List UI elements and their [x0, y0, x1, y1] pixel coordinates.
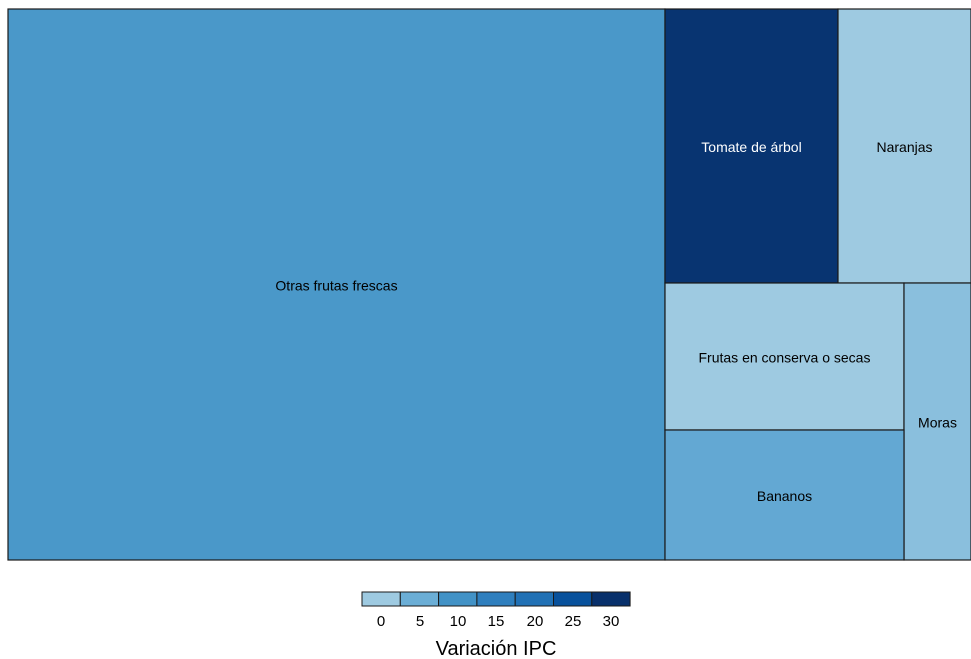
tile-moras: Moras — [903, 282, 971, 561]
tile-rect-otras-frutas-frescas — [7, 8, 666, 561]
tile-tomate-de-arbol: Tomate de árbol — [664, 8, 839, 284]
tile-rect-frutas-en-conserva-o-secas — [664, 282, 905, 431]
legend-bin — [438, 591, 478, 607]
legend-bin — [514, 591, 555, 607]
tile-label-frutas-en-conserva-o-secas: Frutas en conserva o secas — [699, 350, 871, 366]
treemap-tiles: Otras frutas frescas Tomate de árbol Naran… — [7, 8, 971, 561]
legend-bin — [476, 591, 516, 607]
legend-bin — [591, 591, 631, 607]
legend-tick-label: 10 — [450, 613, 467, 630]
legend-bin — [399, 591, 440, 607]
legend-bin — [553, 591, 593, 607]
tile-otras-frutas-frescas: Otras frutas frescas — [7, 8, 666, 561]
legend-title: Variación IPC — [436, 638, 557, 659]
tile-label-moras: Moras — [918, 415, 957, 431]
tile-bananos: Bananos — [664, 429, 905, 561]
legend-tick-label: 15 — [488, 613, 505, 630]
tile-label-naranjas: Naranjas — [876, 139, 932, 155]
legend-color-bins — [361, 591, 631, 607]
tile-rect-moras — [903, 282, 971, 561]
color-legend: 0 5 10 15 20 25 30 Variación IPC — [361, 591, 631, 659]
legend-tick-label: 20 — [527, 613, 544, 630]
legend-bin — [361, 591, 401, 607]
tile-frutas-en-conserva-o-secas: Frutas en conserva o secas — [664, 282, 905, 431]
legend-tick-label: 5 — [416, 613, 424, 630]
tile-label-tomate-de-arbol: Tomate de árbol — [701, 139, 801, 155]
legend-tick-label: 25 — [565, 613, 582, 630]
legend-tick-labels: 0 5 10 15 20 25 30 — [377, 613, 620, 630]
tile-rect-tomate-de-arbol — [664, 8, 839, 284]
tile-naranjas: Naranjas — [837, 8, 971, 284]
tile-label-bananos: Bananos — [757, 488, 812, 504]
tile-label-otras-frutas-frescas: Otras frutas frescas — [275, 278, 397, 294]
tile-rect-bananos — [664, 429, 905, 561]
legend-tick-label: 0 — [377, 613, 385, 630]
legend-tick-label: 30 — [603, 613, 620, 630]
